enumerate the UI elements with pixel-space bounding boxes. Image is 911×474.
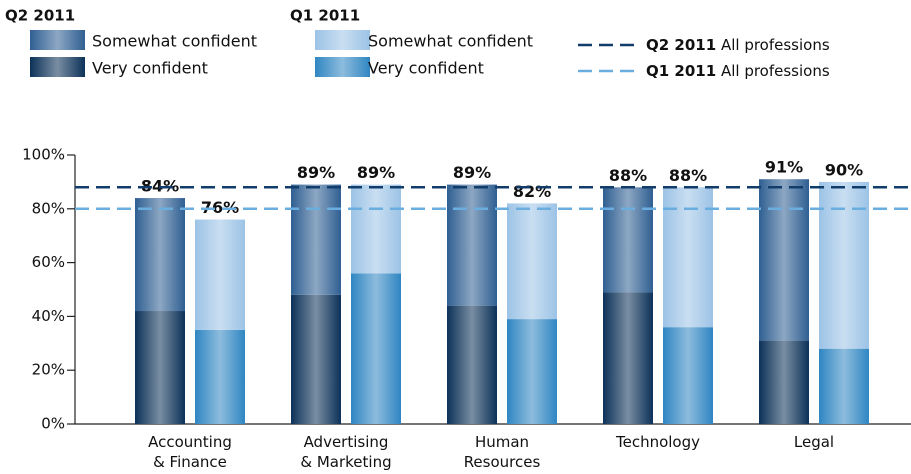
total-label: 89%: [357, 163, 395, 182]
bar-segment: [447, 305, 497, 424]
bar-segment: [507, 203, 557, 320]
total-label: 82%: [513, 182, 551, 201]
legend-label: Very confident: [92, 59, 208, 78]
legend-label: Very confident: [368, 59, 484, 78]
bar-segment: [759, 179, 809, 341]
legend-label: Q1 2011 All professions: [646, 62, 830, 80]
x-tick-label: Legal: [794, 433, 834, 451]
legend-label: Somewhat confident: [92, 32, 257, 51]
x-tick-label: Accounting & Finance: [148, 433, 232, 471]
y-tick-label: 100%: [22, 146, 65, 164]
legend-label: Q2 2011 All professions: [646, 36, 830, 54]
legend-swatch: [30, 30, 85, 50]
bar-segment: [351, 273, 401, 424]
total-label: 76%: [201, 198, 239, 217]
bar-segment: [135, 311, 185, 424]
legend-swatch: [30, 57, 85, 77]
bar-segment: [291, 294, 341, 424]
total-label: 91%: [765, 158, 803, 177]
y-tick-label: 80%: [32, 199, 65, 217]
bar-segment: [195, 329, 245, 424]
total-label: 89%: [297, 163, 335, 182]
total-label: 89%: [453, 163, 491, 182]
total-label: 88%: [669, 166, 707, 185]
x-tick-label: Technology: [615, 433, 700, 451]
bar-segment: [507, 319, 557, 424]
bar-segment: [135, 198, 185, 312]
bar-segment: [447, 184, 497, 306]
x-tick-label: Human Resources: [464, 433, 541, 471]
y-tick-label: 0%: [41, 415, 65, 433]
legend-group-title: Q1 2011: [290, 7, 360, 25]
bar-segment: [819, 181, 869, 349]
legend-group-title: Q2 2011: [5, 7, 75, 25]
legend-swatch: [315, 30, 370, 50]
total-label: 90%: [825, 160, 863, 179]
bar-segment: [351, 184, 401, 274]
bar-segment: [603, 292, 653, 424]
bar-segment: [291, 184, 341, 295]
total-label: 88%: [609, 166, 647, 185]
bar-segment: [663, 327, 713, 424]
bar-segment: [759, 340, 809, 424]
bar-segment: [663, 187, 713, 328]
legend-label: Somewhat confident: [368, 32, 533, 51]
bar-segment: [819, 348, 869, 424]
bar-segment: [195, 219, 245, 330]
y-tick-label: 60%: [32, 253, 65, 271]
y-tick-label: 20%: [32, 361, 65, 379]
bar-segment: [603, 187, 653, 293]
legend-swatch: [315, 57, 370, 77]
y-tick-label: 40%: [32, 307, 65, 325]
x-tick-label: Advertising & Marketing: [300, 433, 391, 471]
